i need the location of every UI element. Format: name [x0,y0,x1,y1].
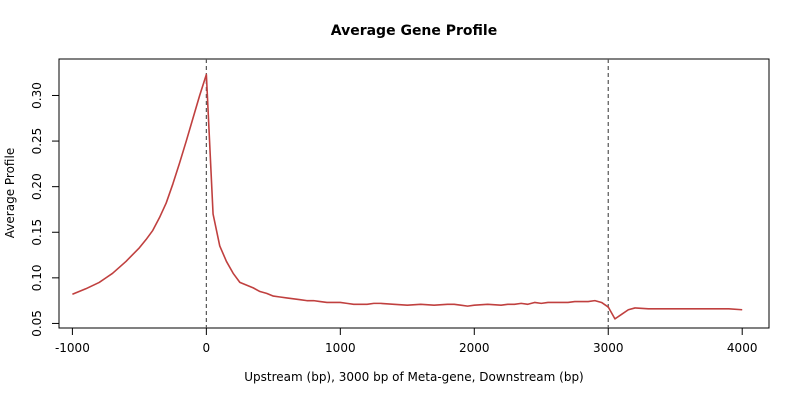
x-axis: -1000 0 1000 2000 3000 4000 [55,327,758,355]
y-tick-label: 0.15 [30,219,44,246]
x-tick-label: 0 [203,341,211,355]
y-tick-label: 0.25 [30,128,44,155]
x-tick-label: 3000 [593,341,624,355]
x-tick-label: 4000 [727,341,758,355]
x-tick-label: 1000 [325,341,356,355]
x-tick-label: 2000 [459,341,490,355]
y-tick-label: 0.10 [30,264,44,291]
y-tick-label: 0.05 [30,310,44,337]
x-tick-label: -1000 [55,341,90,355]
y-axis-label: Average Profile [3,148,17,238]
series-line [72,73,743,320]
chart-title: Average Gene Profile [331,23,497,39]
series-group [72,73,743,320]
y-tick-label: 0.30 [30,82,44,109]
y-tick-label: 0.20 [30,173,44,200]
x-axis-label: Upstream (bp), 3000 bp of Meta-gene, Dow… [244,370,584,384]
y-axis: 0.05 0.10 0.15 0.20 0.25 0.30 [30,82,60,337]
reference-lines [205,59,609,328]
plot-area [58,58,770,329]
